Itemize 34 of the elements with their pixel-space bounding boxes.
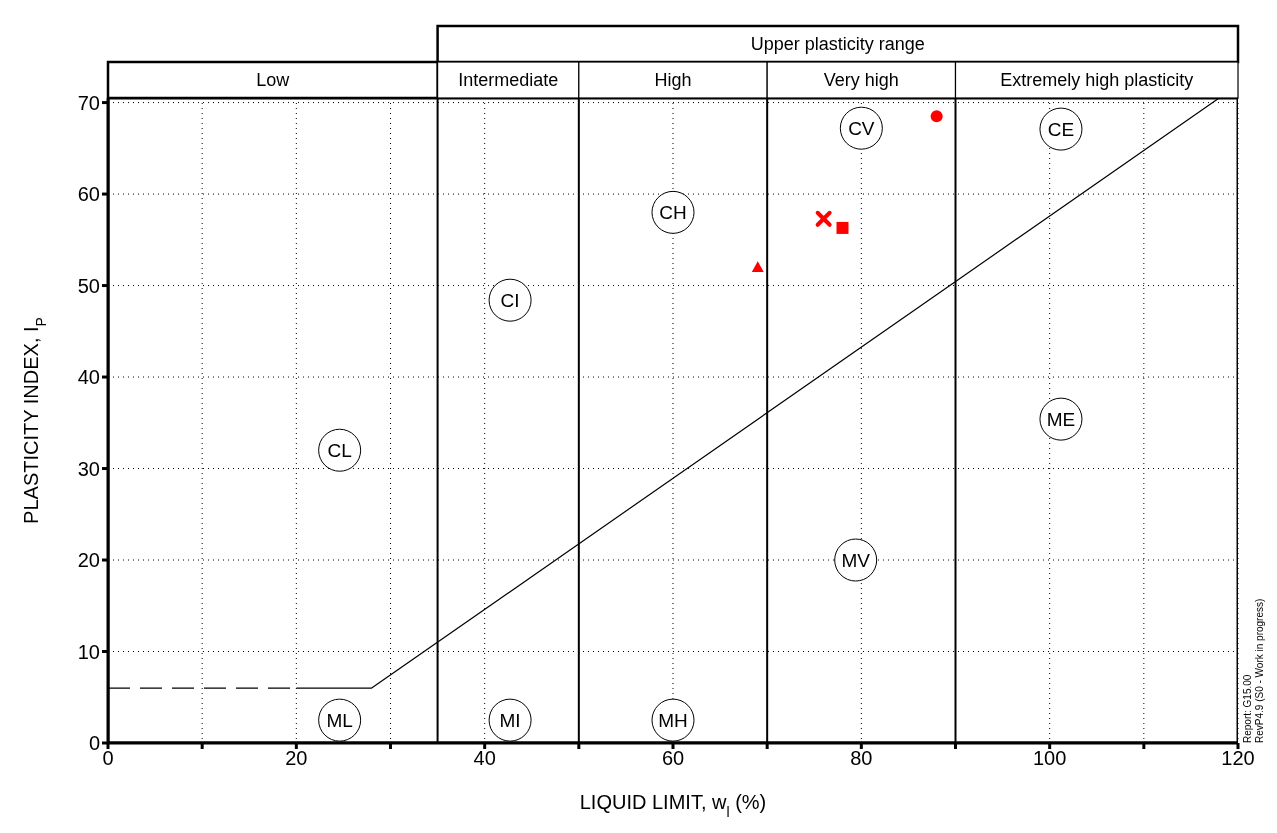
y-tick-label: 10: [77, 640, 100, 663]
x-tick-label: 40: [473, 747, 496, 770]
y-tick-label: 30: [77, 457, 100, 480]
text: Very high: [823, 70, 899, 90]
x-axis-title: LIQUID LIMIT, w$_{l}$ (%): [579, 791, 767, 820]
annotation: CH: [659, 202, 687, 224]
text: Intermediate: [458, 70, 559, 90]
y-tick-label: 50: [77, 274, 100, 297]
x-tick-label: 120: [1221, 747, 1255, 770]
y-tick-label: 40: [77, 366, 100, 389]
annotation: ML: [326, 709, 353, 731]
x-tick-label: 20: [285, 747, 308, 770]
text: RevP4.9 (S0 - Work in progress): [1254, 597, 1266, 743]
x-tick-label: 60: [661, 747, 685, 770]
text: Report: G15.00: [1242, 673, 1254, 743]
annotation: MH: [658, 709, 688, 731]
annotation: ME: [1046, 408, 1076, 430]
text: High: [654, 70, 692, 90]
x-tick-label: 80: [850, 747, 873, 770]
annotation: CE: [1047, 118, 1075, 140]
text: Upper plasticity range: [750, 34, 925, 54]
annotation: CL: [327, 439, 352, 461]
text: Low: [256, 70, 291, 90]
y-tick-label: 20: [77, 549, 100, 572]
x-tick-label: 0: [102, 747, 114, 770]
y-tick-label: 70: [77, 91, 100, 114]
y-tick-label: 60: [77, 183, 100, 206]
annotation: MV: [841, 549, 871, 571]
annotation: CI: [500, 289, 520, 311]
y-tick-label: 0: [88, 732, 100, 755]
annotation: CV: [848, 117, 875, 139]
x-tick-label: 100: [1032, 747, 1067, 770]
text: Extremely high plasticity: [1000, 70, 1194, 90]
annotation: MI: [499, 709, 521, 731]
